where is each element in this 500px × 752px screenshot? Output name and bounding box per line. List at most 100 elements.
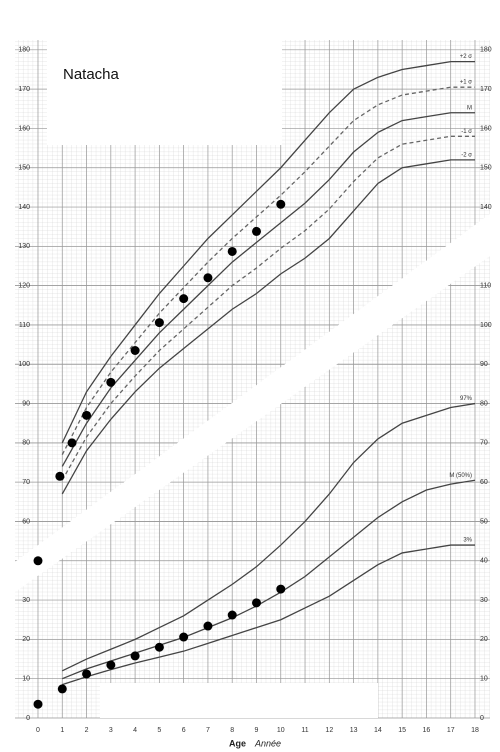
blank-box xyxy=(100,683,378,718)
data-point xyxy=(55,471,65,481)
y-tick-label: 70 xyxy=(22,479,30,486)
reference-curve xyxy=(61,60,475,444)
x-tick-label: 1 xyxy=(60,727,64,734)
reference-curve xyxy=(61,159,475,495)
reference-curve xyxy=(61,135,475,481)
x-axis-label-translation: Année xyxy=(254,738,281,748)
x-tick-label: 17 xyxy=(447,727,455,734)
y2-tick-label-left: 20 xyxy=(22,636,30,643)
data-point xyxy=(82,410,92,420)
x-tick-label: 7 xyxy=(206,727,210,734)
data-point xyxy=(106,377,116,387)
x-tick-label: 5 xyxy=(157,727,161,734)
y-tick-label: 120 xyxy=(18,282,30,289)
y2-tick-label-left: 10 xyxy=(22,676,30,683)
x-tick-label: 9 xyxy=(255,727,259,734)
y-tick-label: 170 xyxy=(18,86,30,93)
y-tick-label: 160 xyxy=(18,125,30,132)
y-tick-label: 80 xyxy=(22,440,30,447)
y-tick-label: 180 xyxy=(18,47,30,54)
y-tick-label-right: 180 xyxy=(480,47,492,54)
x-tick-label: 3 xyxy=(109,727,113,734)
x-tick-label: 8 xyxy=(230,727,234,734)
y2-tick-label: 110 xyxy=(480,282,491,289)
y-tick-label: 140 xyxy=(18,204,30,211)
marks-layer: 0 1 2 3 4 5 6 7 8 9 10 11 12 13 14 15 16 17 18607080901001… xyxy=(18,47,491,734)
grid-layer xyxy=(15,40,490,719)
y2-tick-label: 80 xyxy=(480,400,488,407)
data-point xyxy=(130,651,140,661)
data-point xyxy=(179,294,189,304)
y2-tick-label: 90 xyxy=(480,361,488,368)
x-tick-label: 11 xyxy=(301,727,308,734)
y2-tick-label: 50 xyxy=(480,518,488,525)
data-point xyxy=(227,246,237,256)
y-tick-label-right: 160 xyxy=(480,125,492,132)
data-point xyxy=(33,699,43,709)
y2-tick-label-left: 30 xyxy=(22,597,30,604)
data-point xyxy=(252,226,261,236)
data-point xyxy=(57,684,67,694)
curve-label: +2 σ xyxy=(460,54,473,60)
reference-curve xyxy=(61,86,475,455)
reference-curve xyxy=(62,544,475,686)
y2-tick-label: 60 xyxy=(480,479,488,486)
curve-label: -2 σ xyxy=(461,152,472,158)
x-tick-label: 0 xyxy=(36,727,40,734)
data-point xyxy=(82,669,92,679)
data-point xyxy=(252,598,261,608)
curve-label: +1 σ xyxy=(460,80,473,86)
x-tick-label: 2 xyxy=(85,727,89,734)
data-point xyxy=(203,621,213,631)
data-point xyxy=(179,632,189,642)
y-tick-label: 150 xyxy=(18,165,30,172)
curve-label: M xyxy=(467,105,472,111)
y-tick-label: 60 xyxy=(22,518,30,525)
y-tick-label: 110 xyxy=(19,322,30,329)
data-point xyxy=(106,660,116,670)
x-tick-label: 18 xyxy=(471,727,479,734)
name-box xyxy=(47,40,282,145)
data-point xyxy=(67,438,77,448)
y2-tick-label: 100 xyxy=(480,322,492,329)
x-tick-label: 13 xyxy=(350,727,358,734)
curve-label: M (50%) xyxy=(449,473,472,479)
y-tick-label-right: 140 xyxy=(480,204,492,211)
y2-tick-label: 20 xyxy=(480,636,488,643)
data-point xyxy=(276,584,286,594)
x-tick-label: 10 xyxy=(277,727,285,734)
y2-tick-label-left: 0 xyxy=(26,715,30,722)
y-tick-label-right: 150 xyxy=(480,165,492,172)
x-axis-label: Age xyxy=(229,738,246,748)
y-tick-label: 90 xyxy=(22,400,30,407)
data-point xyxy=(276,199,286,209)
curve-label: 97% xyxy=(460,396,473,402)
y2-tick-label: 70 xyxy=(480,440,488,447)
reference-curve xyxy=(61,402,476,672)
y2-tick-label: 40 xyxy=(480,558,488,565)
data-point xyxy=(33,556,43,566)
data-point xyxy=(154,642,164,652)
data-point xyxy=(130,346,140,356)
y2-tick-label: 30 xyxy=(480,597,488,604)
x-tick-label: 15 xyxy=(398,727,406,734)
data-point xyxy=(227,610,237,620)
y2-tick-label: 0 xyxy=(480,715,484,722)
minor-grid xyxy=(15,40,490,718)
x-tick-label: 6 xyxy=(182,727,186,734)
y2-tick-label: 10 xyxy=(480,676,488,683)
data-point xyxy=(154,318,164,328)
y-tick-label: 100 xyxy=(18,361,30,368)
curve-label: 3% xyxy=(463,538,472,544)
x-tick-label: 4 xyxy=(133,727,137,734)
y-tick-label: 130 xyxy=(18,243,30,250)
x-tick-label: 16 xyxy=(423,727,431,734)
curve-label: -1 σ xyxy=(461,129,472,135)
y-tick-label-right: 170 xyxy=(480,86,492,93)
x-tick-label: 14 xyxy=(374,727,382,734)
reference-curve xyxy=(61,112,475,467)
chart-title: Natacha xyxy=(63,66,120,83)
data-point xyxy=(203,273,213,283)
